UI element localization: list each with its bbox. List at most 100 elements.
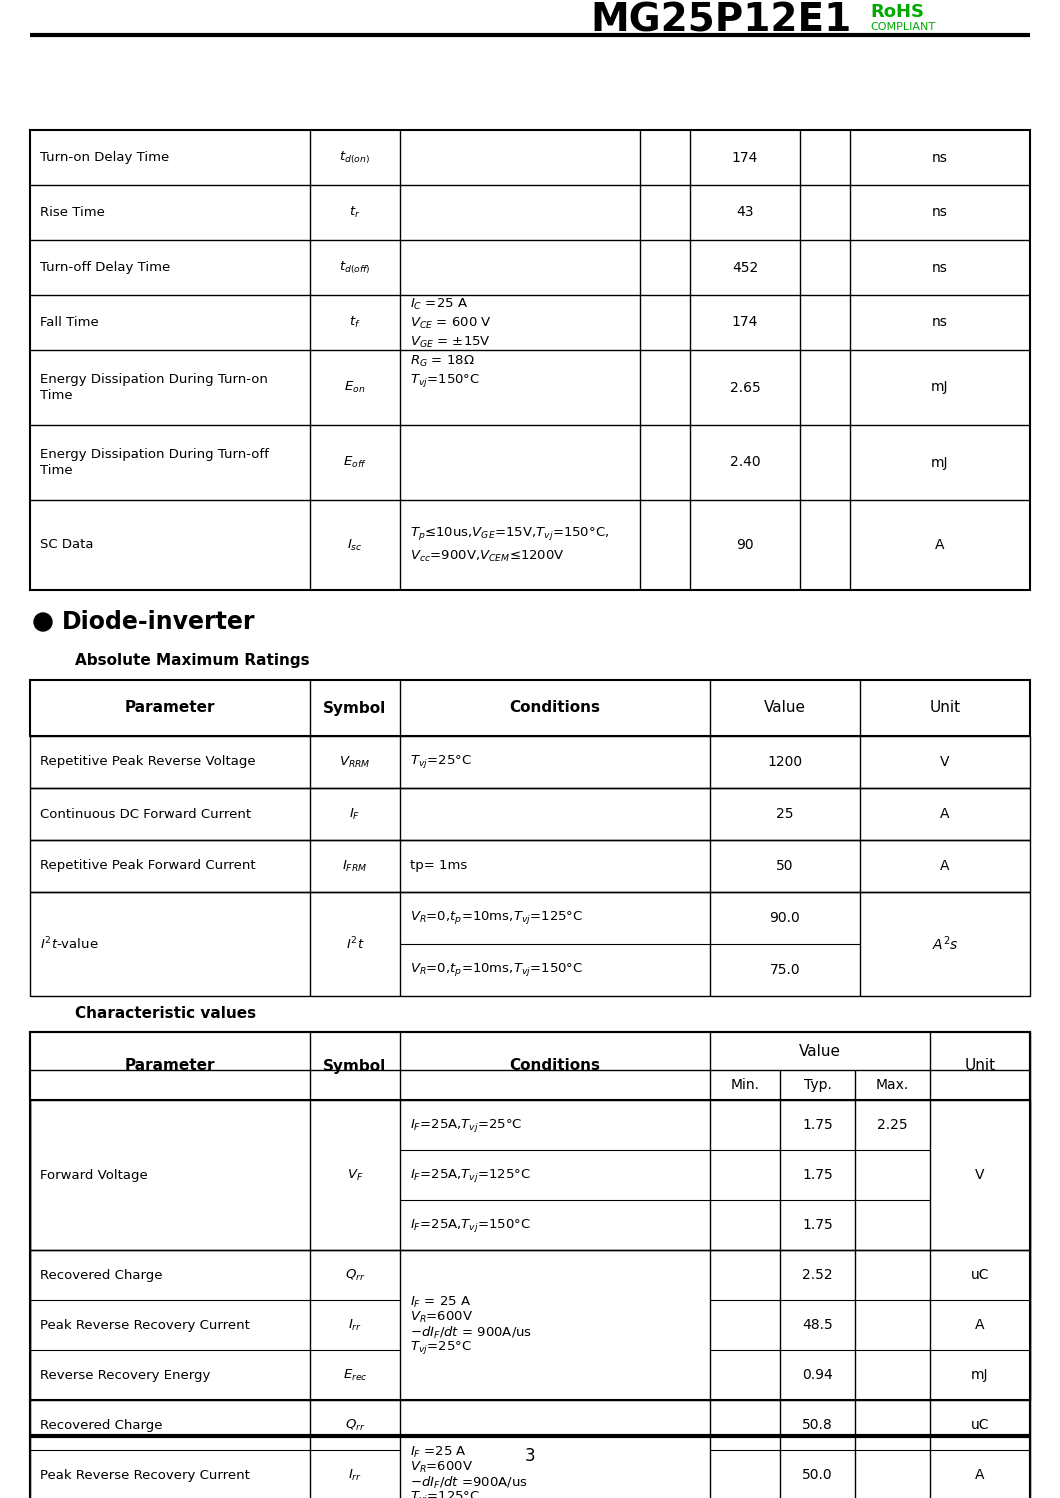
Text: Rise Time: Rise Time: [40, 207, 105, 219]
Text: A: A: [940, 858, 950, 873]
Text: Energy Dissipation During Turn-on: Energy Dissipation During Turn-on: [40, 373, 268, 386]
Text: $Q_{rr}$: $Q_{rr}$: [344, 1267, 366, 1282]
Text: $E_{on}$: $E_{on}$: [344, 380, 366, 395]
Text: $t_f$: $t_f$: [349, 315, 360, 330]
Text: A: A: [975, 1468, 985, 1482]
Text: 1.75: 1.75: [802, 1118, 833, 1132]
Text: Symbol: Symbol: [323, 1059, 387, 1074]
Text: $I_F$: $I_F$: [350, 806, 360, 821]
Text: mJ: mJ: [932, 455, 949, 469]
Text: $I_F$ =25 A: $I_F$ =25 A: [410, 1446, 467, 1461]
Text: 50: 50: [776, 858, 794, 873]
Text: Conditions: Conditions: [510, 1059, 601, 1074]
Text: 50.0: 50.0: [802, 1468, 833, 1482]
Text: ns: ns: [932, 261, 948, 274]
Text: uC: uC: [971, 1419, 989, 1432]
Text: Parameter: Parameter: [125, 1059, 215, 1074]
Text: $I_C$ =25 A: $I_C$ =25 A: [410, 297, 469, 312]
Text: tp= 1ms: tp= 1ms: [410, 860, 467, 872]
Text: $V_F$: $V_F$: [347, 1167, 364, 1182]
Text: 2.25: 2.25: [878, 1118, 907, 1132]
Text: 48.5: 48.5: [802, 1318, 833, 1332]
Text: ns: ns: [932, 205, 948, 220]
Text: $I^2t$: $I^2t$: [346, 936, 365, 953]
Text: SC Data: SC Data: [40, 538, 93, 551]
Bar: [30, 1032, 1030, 1498]
Text: A: A: [935, 538, 944, 551]
Text: 75.0: 75.0: [770, 963, 800, 977]
Text: $I_F$=25A,$T_{vj}$=25°C: $I_F$=25A,$T_{vj}$=25°C: [410, 1116, 523, 1134]
Text: Symbol: Symbol: [323, 701, 387, 716]
Text: mJ: mJ: [932, 380, 949, 394]
Bar: [30, 840, 1030, 891]
Text: Unit: Unit: [930, 701, 960, 716]
Text: $I^2t$-value: $I^2t$-value: [40, 936, 99, 953]
Text: A: A: [940, 807, 950, 821]
Text: $I_{FRM}$: $I_{FRM}$: [342, 858, 368, 873]
Text: $I_F$ = 25 A: $I_F$ = 25 A: [410, 1294, 471, 1311]
Text: Characteristic values: Characteristic values: [75, 1007, 257, 1022]
Bar: [30, 130, 1030, 590]
Text: Repetitive Peak Forward Current: Repetitive Peak Forward Current: [40, 860, 255, 872]
Text: ns: ns: [932, 150, 948, 165]
Text: $V_{RRM}$: $V_{RRM}$: [339, 755, 371, 770]
Text: 25: 25: [776, 807, 794, 821]
Text: Continuous DC Forward Current: Continuous DC Forward Current: [40, 807, 251, 821]
Text: $T_{vj}$=150°C: $T_{vj}$=150°C: [410, 372, 480, 389]
Text: 50.8: 50.8: [802, 1419, 833, 1432]
Text: $E_{off}$: $E_{off}$: [343, 455, 367, 470]
Text: 2.52: 2.52: [802, 1267, 833, 1282]
Text: Diode-inverter: Diode-inverter: [61, 610, 255, 634]
Text: $V_R$=0,$t_p$=10ms,$T_{vj}$=125°C: $V_R$=0,$t_p$=10ms,$T_{vj}$=125°C: [410, 909, 583, 926]
Text: 43: 43: [737, 205, 754, 220]
Text: $T_{vj}$=125°C: $T_{vj}$=125°C: [410, 1489, 480, 1498]
Text: V: V: [975, 1168, 985, 1182]
Text: Reverse Recovery Energy: Reverse Recovery Energy: [40, 1369, 210, 1381]
Text: $V_R$=600V: $V_R$=600V: [410, 1309, 473, 1326]
Circle shape: [34, 613, 52, 631]
Text: 2.65: 2.65: [729, 380, 760, 394]
Text: $I_{rr}$: $I_{rr}$: [348, 1317, 363, 1333]
Bar: [30, 1401, 1030, 1498]
Text: Forward Voltage: Forward Voltage: [40, 1168, 147, 1182]
Text: $-dI_F/dt$ =900A/us: $-dI_F/dt$ =900A/us: [410, 1474, 528, 1491]
Text: 3: 3: [525, 1447, 535, 1465]
Text: Peak Reverse Recovery Current: Peak Reverse Recovery Current: [40, 1468, 250, 1482]
Text: Min.: Min.: [730, 1079, 760, 1092]
Text: 174: 174: [731, 150, 758, 165]
Text: Recovered Charge: Recovered Charge: [40, 1419, 162, 1432]
Text: $I_{sc}$: $I_{sc}$: [348, 538, 363, 553]
Text: $E_{rec}$: $E_{rec}$: [342, 1368, 368, 1383]
Text: $R_G$ = 18Ω: $R_G$ = 18Ω: [410, 354, 475, 369]
Bar: [30, 891, 1030, 996]
Text: Typ.: Typ.: [803, 1079, 831, 1092]
Text: $T_{vj}$=25°C: $T_{vj}$=25°C: [410, 1339, 472, 1356]
Text: Max.: Max.: [876, 1079, 909, 1092]
Text: 1.75: 1.75: [802, 1218, 833, 1231]
Text: V: V: [940, 755, 950, 768]
Text: $A^2s$: $A^2s$: [932, 935, 958, 953]
Text: Repetitive Peak Reverse Voltage: Repetitive Peak Reverse Voltage: [40, 755, 255, 768]
Text: $V_R$=0,$t_p$=10ms,$T_{vj}$=150°C: $V_R$=0,$t_p$=10ms,$T_{vj}$=150°C: [410, 962, 583, 978]
Text: Time: Time: [40, 464, 73, 476]
Text: Peak Reverse Recovery Current: Peak Reverse Recovery Current: [40, 1318, 250, 1332]
Text: $t_{d(on)}$: $t_{d(on)}$: [339, 150, 371, 166]
Text: $T_{vj}$=25°C: $T_{vj}$=25°C: [410, 753, 472, 770]
Text: RoHS: RoHS: [870, 3, 924, 21]
Text: $V_{cc}$=900V,$V_{CEM}$≤1200V: $V_{cc}$=900V,$V_{CEM}$≤1200V: [410, 548, 565, 563]
Text: 0.94: 0.94: [802, 1368, 833, 1383]
Text: Conditions: Conditions: [510, 701, 601, 716]
Text: $V_{CE}$ = 600 V: $V_{CE}$ = 600 V: [410, 316, 492, 331]
Text: 90.0: 90.0: [770, 911, 800, 924]
Text: MG25P12E1: MG25P12E1: [590, 1, 851, 39]
Text: Turn-on Delay Time: Turn-on Delay Time: [40, 151, 170, 163]
Text: Unit: Unit: [965, 1059, 995, 1074]
Bar: [30, 788, 1030, 840]
Text: $t_r$: $t_r$: [349, 205, 360, 220]
Text: 90: 90: [737, 538, 754, 551]
Text: $V_{GE}$ = ±15V: $V_{GE}$ = ±15V: [410, 336, 491, 351]
Text: uC: uC: [971, 1267, 989, 1282]
Text: 452: 452: [731, 261, 758, 274]
Bar: [30, 680, 1030, 736]
Text: $t_{d(off)}$: $t_{d(off)}$: [339, 259, 371, 276]
